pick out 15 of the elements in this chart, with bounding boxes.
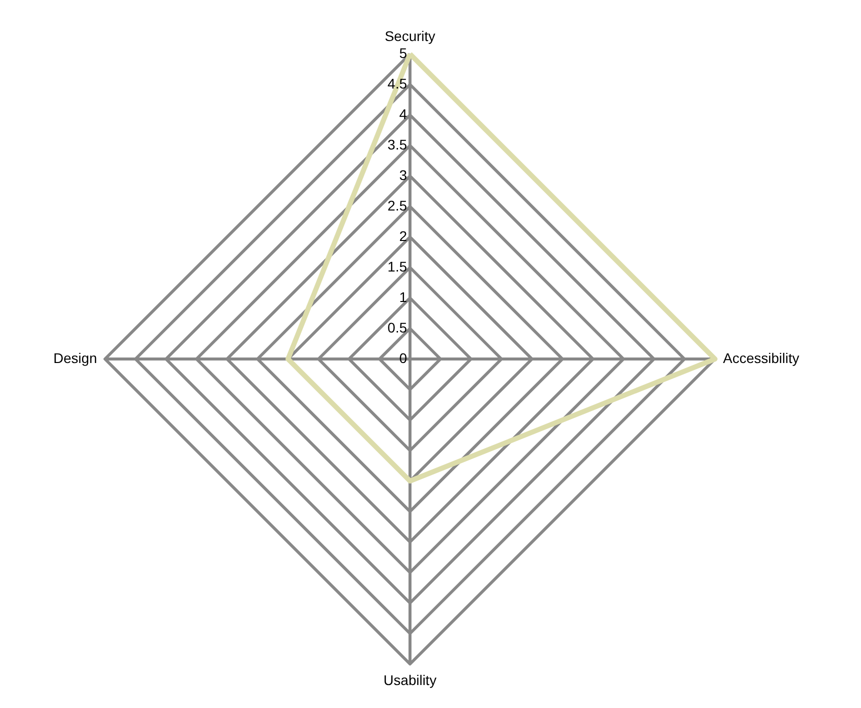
y-tick-label: 2 (399, 228, 408, 244)
spoke-label: Accessibility (723, 350, 800, 366)
y-tick-label: 3 (399, 167, 408, 183)
y-tick-label: 1 (399, 289, 408, 305)
spoke-label: Design (53, 350, 97, 366)
y-tick-label: 3.5 (388, 136, 408, 152)
y-tick-label: 1.5 (388, 258, 408, 274)
spoke-label: Security (384, 28, 436, 44)
y-tick-label: 5 (399, 45, 408, 61)
y-tick-label: 0.5 (388, 320, 408, 336)
y-tick-label: 2.5 (388, 198, 408, 214)
spoke-label: Usability (384, 672, 436, 688)
y-tick-label: 4 (399, 106, 408, 122)
y-tick-label: 0 (399, 350, 408, 366)
y-tick-label: 4.5 (388, 76, 408, 92)
